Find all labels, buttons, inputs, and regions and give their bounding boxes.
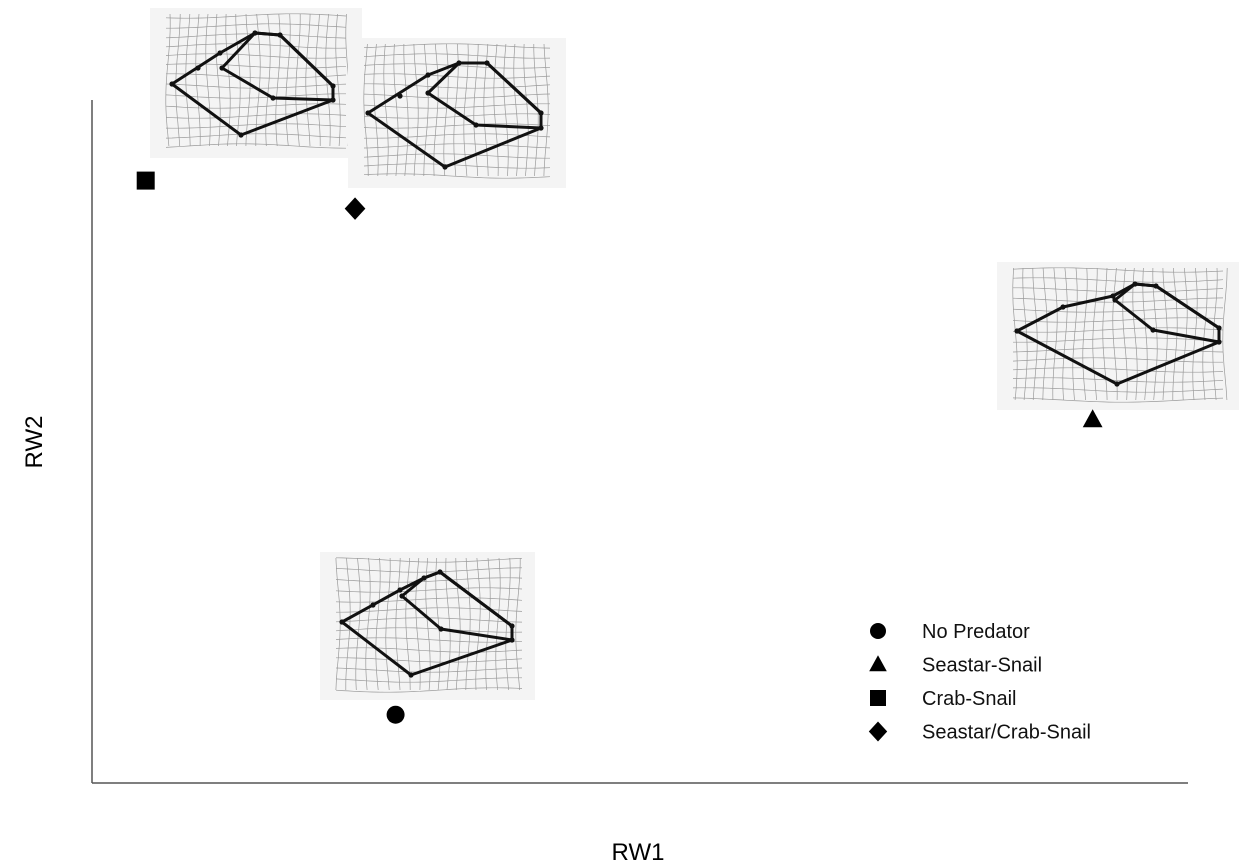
landmark-dot bbox=[330, 83, 336, 89]
legend-marker-seastar-snail bbox=[869, 655, 887, 672]
landmark-dot bbox=[438, 626, 444, 632]
landmark-dot bbox=[484, 60, 490, 66]
landmark-dot bbox=[195, 65, 201, 71]
point-seastar-snail bbox=[1082, 409, 1103, 428]
landmark-dot bbox=[1132, 281, 1138, 287]
legend-label-seastar-crab-snail: Seastar/Crab-Snail bbox=[922, 722, 1091, 744]
legend-label-no-predator: No Predator bbox=[922, 621, 1030, 643]
landmark-dot bbox=[330, 97, 336, 103]
landmark-dot bbox=[397, 93, 403, 99]
landmark-dot bbox=[339, 619, 345, 625]
landmark-dot bbox=[217, 50, 223, 56]
legend-label-seastar-snail: Seastar-Snail bbox=[922, 655, 1042, 677]
landmark-dot bbox=[370, 602, 376, 608]
landmark-dot bbox=[442, 164, 448, 170]
landmark-dot bbox=[1060, 304, 1066, 310]
landmark-dot bbox=[1114, 381, 1120, 387]
landmark-dot bbox=[538, 110, 544, 116]
landmark-dot bbox=[509, 623, 515, 629]
landmark-dot bbox=[219, 65, 225, 71]
landmark-dot bbox=[365, 110, 371, 116]
landmark-dot bbox=[277, 32, 283, 38]
legend-marker-seastar-crab-snail bbox=[868, 721, 888, 742]
legend: No Predator Seastar-Snail Crab-Snail Seasta… bbox=[868, 621, 1091, 744]
landmark-dot bbox=[1110, 293, 1116, 299]
landmark-dot bbox=[252, 30, 258, 36]
x-axis-label: RW1 bbox=[612, 839, 665, 866]
landmark-dot bbox=[1014, 328, 1020, 334]
landmark-dot bbox=[1153, 283, 1159, 289]
landmark-dot bbox=[437, 569, 443, 575]
legend-marker-no-predator bbox=[870, 623, 886, 639]
landmark-dot bbox=[408, 672, 414, 678]
landmark-dot bbox=[425, 72, 431, 78]
legend-label-crab-snail: Crab-Snail bbox=[922, 688, 1016, 710]
landmark-dot bbox=[238, 132, 244, 138]
landmark-dot bbox=[421, 575, 427, 581]
y-axis-label: RW2 bbox=[21, 416, 48, 469]
landmark-dot bbox=[270, 95, 276, 101]
point-crab-snail bbox=[136, 171, 155, 190]
warp-grid bbox=[335, 557, 523, 693]
landmark-dot bbox=[399, 593, 405, 599]
deformation-grid-crab-snail bbox=[150, 8, 362, 158]
deformation-grids bbox=[150, 8, 1239, 700]
landmark-dot bbox=[473, 122, 479, 128]
point-no-predator bbox=[386, 705, 405, 724]
landmark-dot bbox=[1150, 327, 1156, 333]
landmark-dot bbox=[397, 587, 403, 593]
legend-marker-crab-snail bbox=[870, 690, 886, 706]
data-points bbox=[136, 171, 1103, 724]
landmark-dot bbox=[1216, 325, 1222, 331]
landmark-dot bbox=[425, 90, 431, 96]
landmark-dot bbox=[456, 60, 462, 66]
deformation-grid-seastar-crab-snail bbox=[348, 38, 566, 188]
landmark-dot bbox=[1216, 339, 1222, 345]
point-seastar-crab-snail bbox=[344, 197, 366, 220]
deformation-grid-seastar-snail bbox=[997, 262, 1239, 410]
landmark-dot bbox=[538, 125, 544, 131]
landmark-dot bbox=[1112, 297, 1118, 303]
landmark-dot bbox=[169, 81, 175, 87]
landmark-dot bbox=[509, 637, 515, 643]
deformation-grid-no-predator bbox=[320, 552, 535, 700]
